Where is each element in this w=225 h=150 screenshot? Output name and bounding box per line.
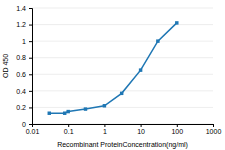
y-axis-line <box>29 9 33 125</box>
y-tick-label: 0.2 <box>16 104 26 111</box>
y-tick-label: 0 <box>22 121 26 128</box>
y-tick-label: 1.2 <box>16 21 26 28</box>
y-tick: 1.2 <box>16 21 32 28</box>
x-tick-label: 0.01 <box>26 128 40 135</box>
y-tick-label: 1.4 <box>16 5 26 12</box>
grid-line <box>32 74 213 75</box>
x-tick-label: 1000 <box>206 128 222 135</box>
y-tick-mark <box>29 8 32 9</box>
x-tick-label: 1 <box>103 128 107 135</box>
x-axis-title: Recombinant ProteinConcentration(ng/ml) <box>57 141 188 149</box>
y-tick: 0.8 <box>16 54 32 61</box>
x-tick-label: 0.1 <box>64 128 74 135</box>
y-tick-label: 1 <box>22 38 26 45</box>
x-tick-label: 100 <box>171 128 183 135</box>
marker <box>66 110 69 113</box>
marker <box>175 21 178 24</box>
marker <box>120 92 123 95</box>
marker <box>156 39 159 42</box>
marker <box>103 104 106 107</box>
y-tick-mark <box>29 25 32 26</box>
x-tick-mark <box>68 124 69 127</box>
y-tick: 1.4 <box>16 5 32 12</box>
grid-line <box>32 8 213 9</box>
y-tick-mark <box>29 58 32 59</box>
plot: 0.01 0.1 1 10 100 1000 0 0.2 0.4 0.6 0.8 1 1.2 1.4 <box>16 5 221 135</box>
y-tick-mark <box>29 41 32 42</box>
grid-line <box>32 41 213 42</box>
marker <box>48 111 51 114</box>
x-tick-mark <box>177 124 178 127</box>
y-tick-label: 0.4 <box>16 88 26 95</box>
x-axis-line <box>33 125 214 128</box>
x-tick: 100 <box>171 124 183 135</box>
x-tick-label: 10 <box>137 128 145 135</box>
y-axis-title: OD 450 <box>2 54 9 78</box>
grid-line <box>32 107 213 108</box>
y-axis: 0 0.2 0.4 0.6 0.8 1 1.2 1.4 <box>16 5 32 128</box>
x-tick: 0.1 <box>64 124 74 135</box>
y-tick: 0.6 <box>16 71 32 78</box>
y-tick: 0.2 <box>16 104 32 111</box>
x-tick-mark <box>213 124 214 127</box>
y-tick-label: 0.8 <box>16 54 26 61</box>
grid <box>32 8 213 124</box>
x-axis: 0.01 0.1 1 10 100 1000 <box>26 124 222 135</box>
marker <box>139 68 142 71</box>
y-tick-label: 0.6 <box>16 71 26 78</box>
y-tick-mark <box>29 124 32 125</box>
grid-line <box>32 57 213 58</box>
marker <box>84 107 87 110</box>
grid-line <box>32 24 213 25</box>
y-tick-mark <box>29 91 32 92</box>
x-tick: 10 <box>137 124 145 135</box>
y-tick: 0.4 <box>16 88 32 95</box>
x-tick: 1000 <box>206 124 222 135</box>
x-tick-mark <box>141 124 142 127</box>
y-tick-mark <box>29 74 32 75</box>
x-tick-mark <box>104 124 105 127</box>
x-tick: 1 <box>103 124 107 135</box>
chart-container: 0.01 0.1 1 10 100 1000 0 0.2 0.4 0.6 0.8 1 1.2 1.4 Rec… <box>0 0 225 150</box>
chart: 0.01 0.1 1 10 100 1000 0 0.2 0.4 0.6 0.8 1 1.2 1.4 Rec… <box>0 0 225 150</box>
line <box>49 23 177 113</box>
y-tick: 1 <box>22 38 32 45</box>
x-tick: 0.01 <box>26 124 40 135</box>
y-tick: 0 <box>22 121 32 128</box>
y-tick-mark <box>29 107 32 108</box>
marks <box>48 21 179 115</box>
marker <box>63 111 66 114</box>
